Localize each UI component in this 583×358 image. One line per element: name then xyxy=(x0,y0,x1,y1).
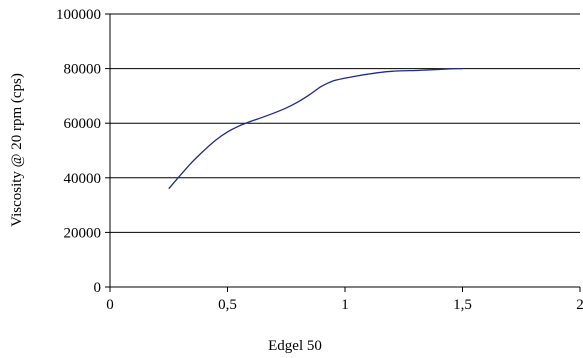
x-tick-label: 0 xyxy=(106,297,114,313)
y-tick-label: 40000 xyxy=(64,171,102,187)
y-tick-label: 80000 xyxy=(64,62,102,78)
x-tick-label: 1,5 xyxy=(453,297,472,313)
y-tick-label: 0 xyxy=(94,280,102,296)
axes xyxy=(105,14,580,292)
x-axis-title: Edgel 50 xyxy=(268,338,322,354)
y-tick-labels: 0 20000 40000 60000 80000 100000 xyxy=(56,7,101,296)
y-tick-label: 60000 xyxy=(64,116,102,132)
x-tick-label: 2 xyxy=(576,297,583,313)
x-tick-labels: 0 0,5 1 1,5 2 xyxy=(106,297,583,313)
series-line xyxy=(169,69,463,189)
x-tick-label: 1 xyxy=(341,297,349,313)
y-axis-title: Viscosity @ 20 rpm (cps) xyxy=(9,73,25,227)
series-group xyxy=(169,69,463,189)
x-tick-label: 0,5 xyxy=(218,297,237,313)
y-tick-label: 20000 xyxy=(64,225,102,241)
gridlines xyxy=(110,14,580,232)
y-tick-label: 100000 xyxy=(56,7,101,23)
